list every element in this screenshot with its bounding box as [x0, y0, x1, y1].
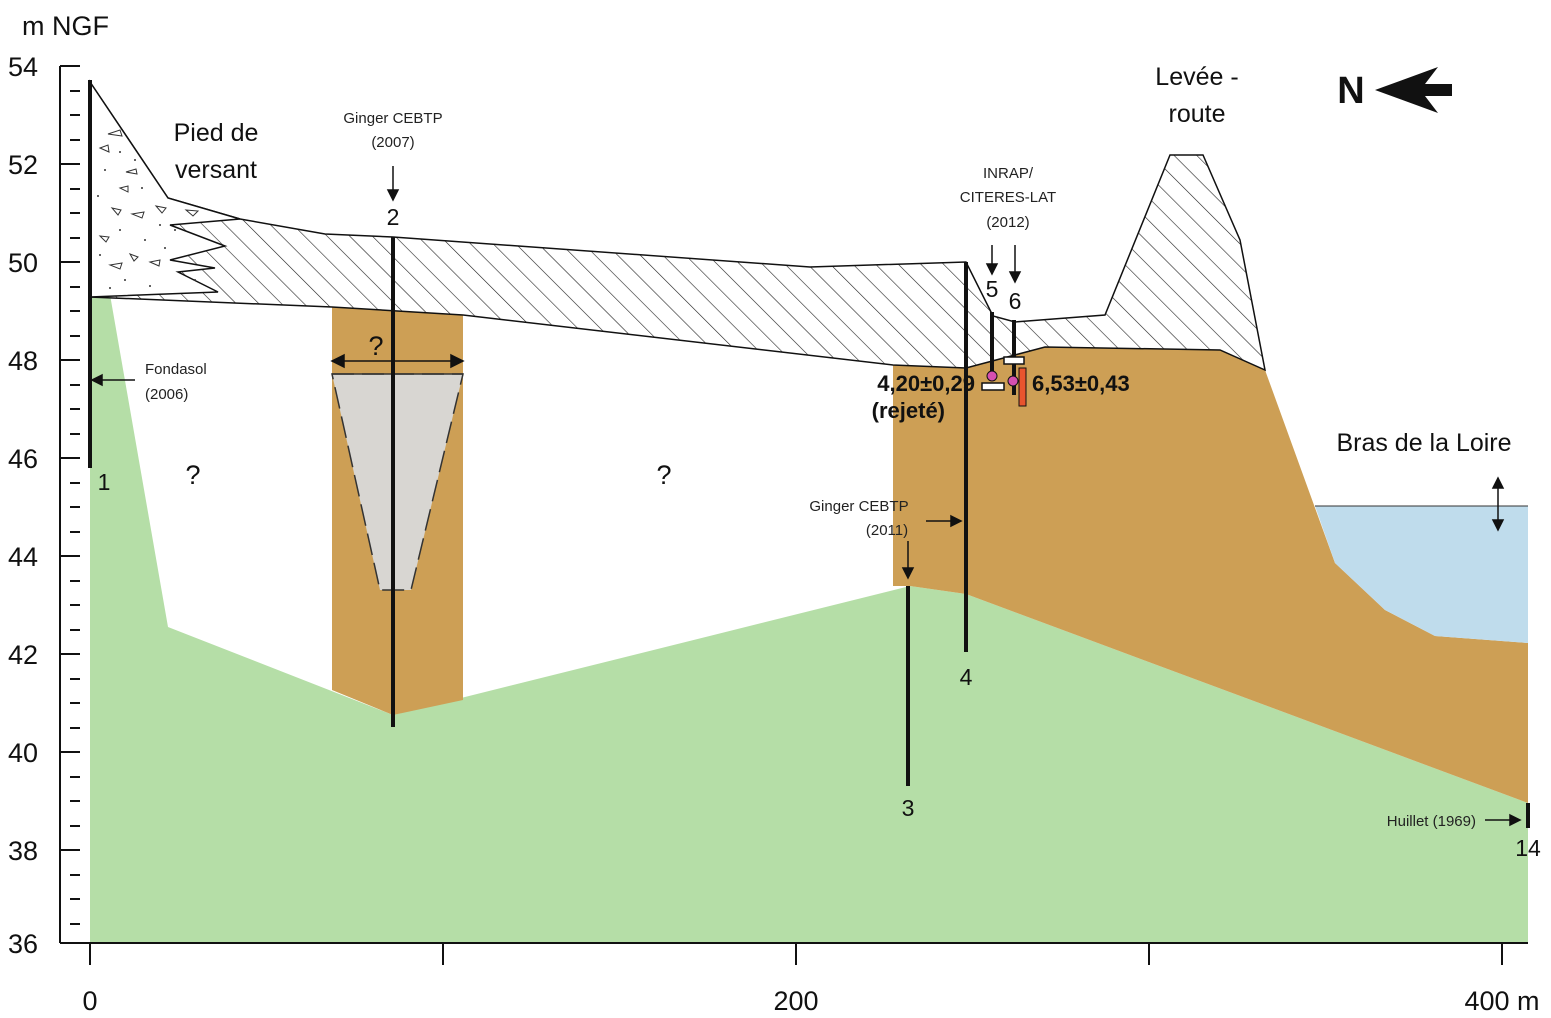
source-fondasol-line1: Fondasol — [145, 361, 207, 378]
slope-deposit — [89, 79, 241, 298]
source-ginger-2007-line1: Ginger CEBTP — [343, 110, 442, 127]
unknown-marker: ? — [368, 331, 383, 361]
x-axis — [60, 942, 1528, 965]
width-uncertainty-arrow — [330, 353, 465, 369]
hatched-cover-layer — [89, 79, 1267, 372]
y-tick-label: 36 — [8, 929, 38, 959]
slope-deposit-texture — [98, 129, 200, 270]
unknown-marker: ? — [185, 460, 200, 490]
date-label-a: 4,20±0,29 — [877, 371, 975, 396]
source-arrows — [90, 166, 1522, 827]
alluvium-layer-east — [893, 347, 1528, 803]
infill-wedge — [331, 373, 464, 591]
x-tick-label: 200 — [773, 986, 818, 1016]
label-levee-2: route — [1169, 100, 1226, 128]
y-axis-unit: m NGF — [22, 11, 109, 41]
y-tick-label: 44 — [8, 542, 38, 572]
source-inrap-line2: CITERES-LAT — [960, 189, 1056, 206]
borehole-label-3: 3 — [902, 795, 915, 821]
water-level-arrow — [1491, 476, 1505, 532]
y-tick-label: 40 — [8, 738, 38, 768]
y-tick-label: 48 — [8, 346, 38, 376]
sample-marker-6 — [1003, 356, 1025, 365]
source-fondasol-line2: (2006) — [145, 386, 188, 403]
source-huillet: Huillet (1969) — [1387, 813, 1476, 830]
source-ginger-2011-line1: Ginger CEBTP — [809, 498, 908, 515]
label-pied-de-versant-1: Pied de — [174, 119, 259, 147]
y-tick-label: 54 — [8, 52, 38, 82]
north-label: N — [1337, 70, 1364, 112]
date-point-6 — [1007, 375, 1019, 387]
substrate-layer — [90, 180, 1528, 943]
y-axis — [59, 65, 80, 944]
borehole-label-6: 6 — [1009, 288, 1022, 314]
source-ginger-2007-line2: (2007) — [371, 134, 414, 151]
y-tick-label: 50 — [8, 248, 38, 278]
y-tick-label: 46 — [8, 444, 38, 474]
source-inrap-line1: INRAP/ — [983, 165, 1034, 182]
label-levee-1: Levée - — [1155, 63, 1238, 91]
borehole-label-14: 14 — [1515, 835, 1541, 861]
y-tick-label: 52 — [8, 150, 38, 180]
loire-water — [1315, 506, 1528, 643]
date-point-5 — [986, 370, 998, 382]
dated-interval-6 — [1018, 367, 1027, 407]
y-tick-label: 38 — [8, 836, 38, 866]
borehole-label-5: 5 — [986, 276, 999, 302]
source-ginger-2011-line2: (2011) — [866, 522, 908, 539]
slope-deposit-dots — [97, 151, 196, 289]
label-pied-de-versant-2: versant — [175, 156, 257, 184]
date-note-a: (rejeté) — [872, 398, 945, 423]
x-tick-label: 400 m — [1464, 986, 1539, 1016]
y-tick-labels: 54 52 50 48 46 44 42 40 38 36 — [8, 52, 38, 959]
x-tick-label: 0 — [82, 986, 97, 1016]
borehole-label-2: 2 — [387, 204, 400, 230]
unknown-marker: ? — [656, 460, 671, 490]
y-tick-label: 42 — [8, 640, 38, 670]
north-arrow-icon — [1375, 67, 1452, 113]
borehole-label-1: 1 — [98, 469, 111, 495]
source-inrap-line3: (2012) — [986, 214, 1029, 231]
sample-marker-5 — [981, 382, 1005, 391]
label-bras-de-la-loire: Bras de la Loire — [1336, 429, 1511, 457]
borehole-label-4: 4 — [960, 664, 973, 690]
date-label-b: 6,53±0,43 — [1032, 371, 1130, 396]
